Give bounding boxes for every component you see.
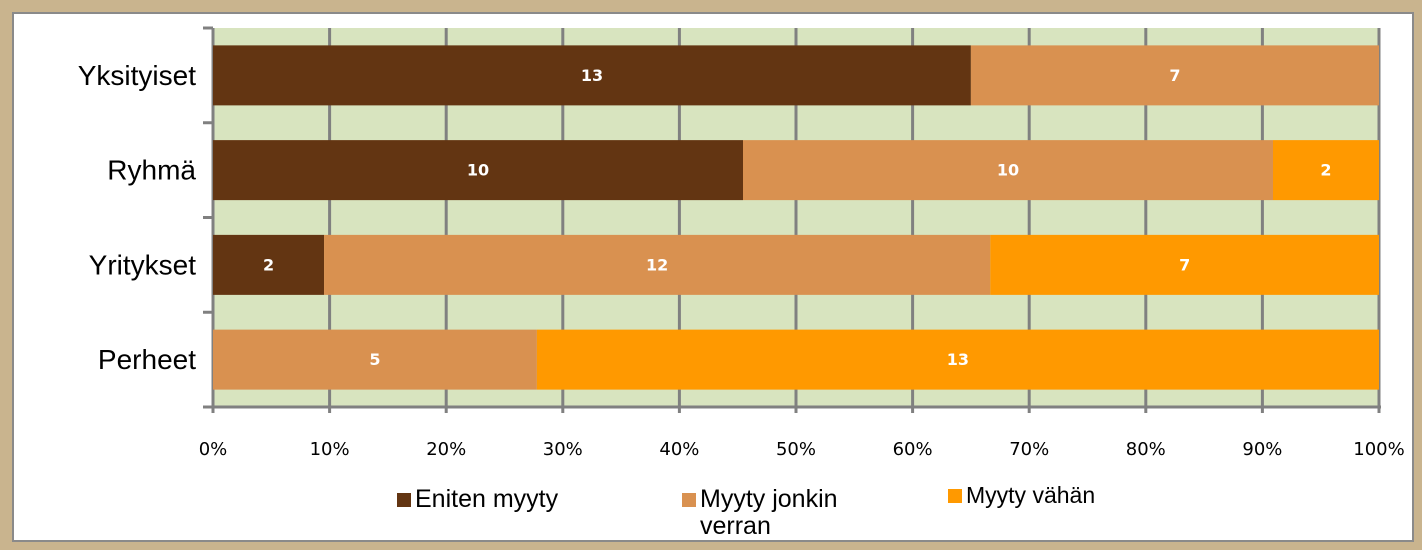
bar-segment bbox=[213, 329, 537, 390]
data-label: 5 bbox=[369, 350, 380, 369]
x-tick-label: 30% bbox=[543, 439, 583, 460]
legend-label: Eniten myyty bbox=[415, 485, 559, 513]
legend-swatch bbox=[397, 493, 411, 507]
x-tick-label: 60% bbox=[893, 439, 933, 460]
x-tick-label: 90% bbox=[1242, 439, 1282, 460]
x-tick-label: 80% bbox=[1126, 439, 1166, 460]
bar-segment bbox=[213, 45, 971, 106]
data-label: 2 bbox=[1320, 161, 1331, 180]
y-tick-label: Ryhmä bbox=[107, 155, 196, 186]
data-label: 7 bbox=[1179, 255, 1190, 274]
y-tick-label: Yritykset bbox=[89, 249, 197, 280]
legend-swatch bbox=[682, 493, 696, 507]
data-label: 12 bbox=[646, 255, 668, 274]
legend-label: Myyty vähän bbox=[966, 482, 1096, 508]
x-tick-label: 10% bbox=[310, 439, 350, 460]
legend-item: Eniten myyty bbox=[397, 486, 657, 513]
bar-segment bbox=[213, 140, 743, 201]
x-tick-label: 100% bbox=[1353, 439, 1404, 460]
data-label: 7 bbox=[1169, 66, 1180, 85]
data-label: 13 bbox=[581, 66, 603, 85]
bar-segment bbox=[970, 45, 1379, 106]
x-tick-label: 0% bbox=[199, 439, 228, 460]
bar-segment bbox=[990, 234, 1379, 295]
legend-item: Myyty jonkin verran bbox=[682, 486, 882, 540]
bar-segment bbox=[743, 140, 1273, 201]
x-tick-label: 70% bbox=[1009, 439, 1049, 460]
data-label: 13 bbox=[947, 350, 969, 369]
data-label: 2 bbox=[263, 255, 274, 274]
bar-segment bbox=[1273, 140, 1379, 201]
data-label: 10 bbox=[997, 161, 1019, 180]
legend-item: Myyty vähän bbox=[948, 482, 1208, 509]
legend-swatch bbox=[948, 489, 962, 503]
x-tick-label: 50% bbox=[776, 439, 816, 460]
legend-label: Myyty jonkin verran bbox=[700, 485, 838, 540]
y-tick-label: Yksityiset bbox=[78, 60, 196, 91]
bar-segment bbox=[324, 234, 991, 295]
bar-segment bbox=[536, 329, 1379, 390]
data-label: 10 bbox=[467, 161, 489, 180]
x-tick-label: 20% bbox=[426, 439, 466, 460]
y-tick-label: Perheet bbox=[98, 344, 196, 375]
bar-segment bbox=[213, 234, 325, 295]
x-tick-label: 40% bbox=[659, 439, 699, 460]
